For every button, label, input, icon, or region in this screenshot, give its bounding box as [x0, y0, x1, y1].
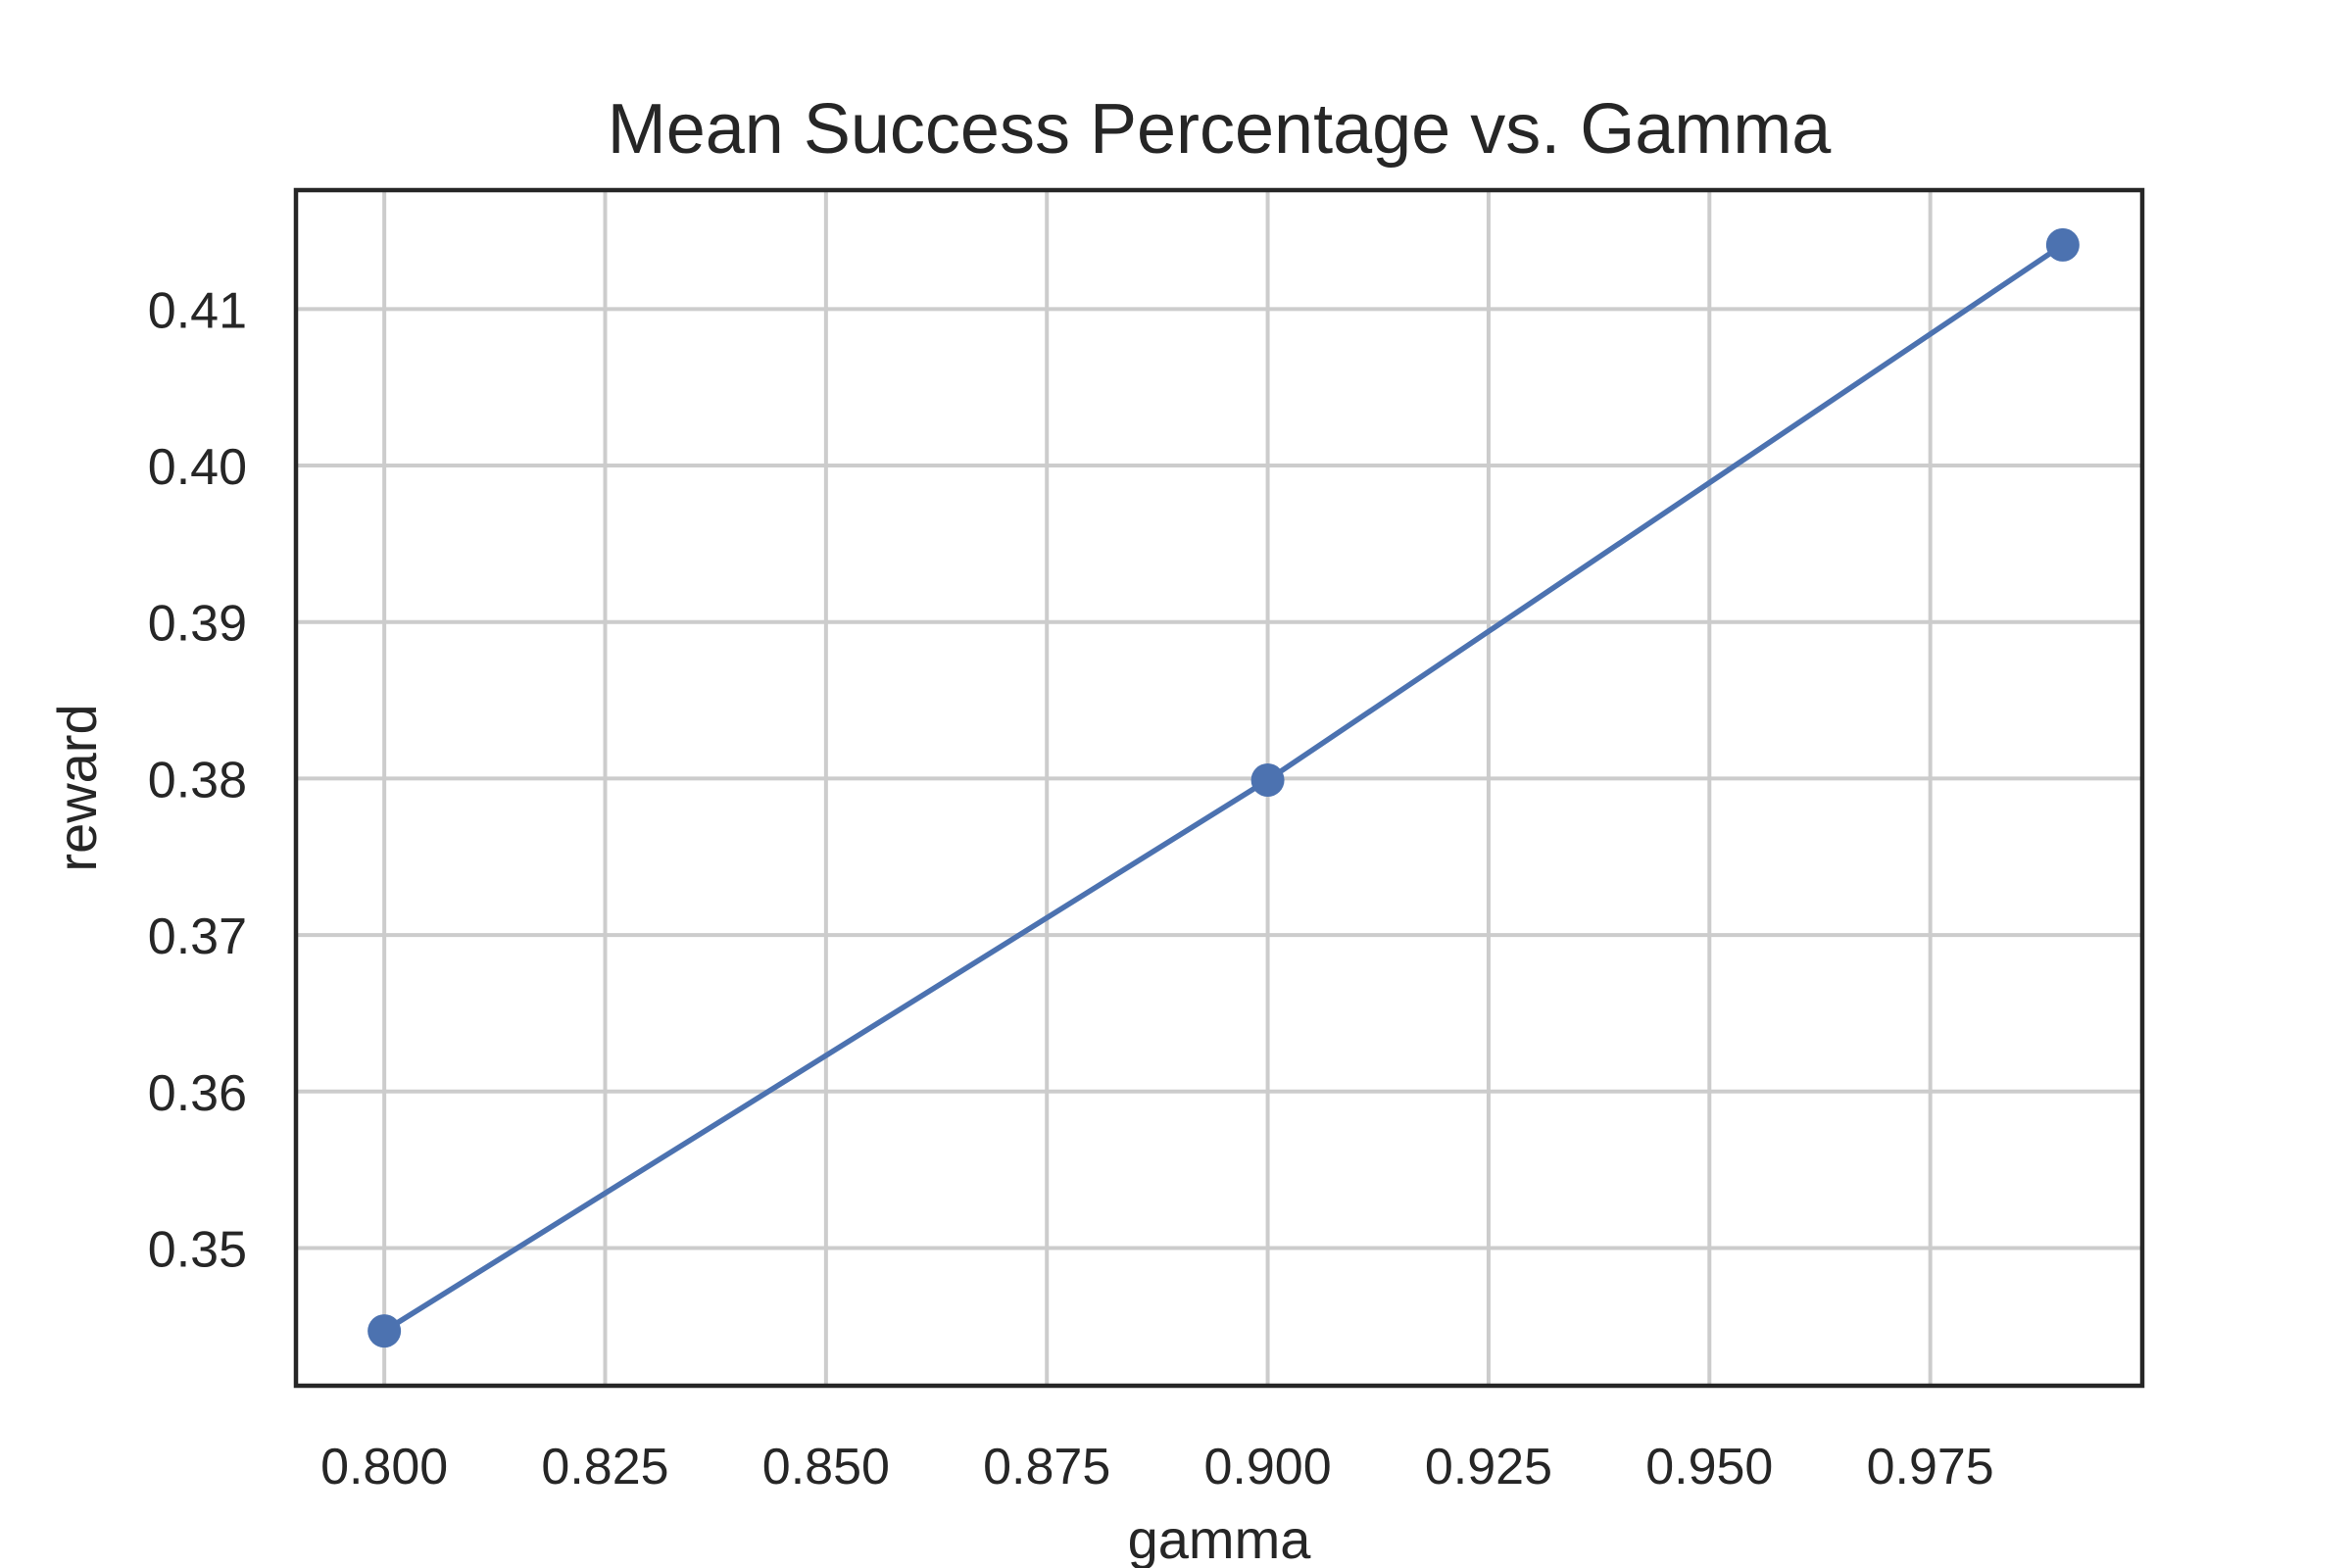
series-line — [381, 242, 2066, 1334]
y-tick-label: 0.41 — [148, 282, 247, 339]
x-tick-label: 0.975 — [1867, 1439, 1994, 1495]
y-axis-label: reward — [46, 704, 108, 871]
y-tick-label: 0.35 — [148, 1221, 247, 1278]
data-point — [368, 1314, 402, 1348]
data-point — [1250, 763, 1285, 798]
x-tick-label: 0.900 — [1204, 1439, 1332, 1495]
y-tick-label: 0.40 — [148, 439, 247, 496]
y-tick-label: 0.38 — [148, 752, 247, 808]
grid — [296, 190, 2142, 1386]
y-axis-ticks: 0.35 0.36 0.37 0.38 0.39 0.40 0.41 — [148, 282, 247, 1278]
x-axis-ticks: 0.800 0.825 0.850 0.875 0.900 0.925 0.950 0.975 — [320, 1439, 1994, 1495]
y-tick-label: 0.37 — [148, 908, 247, 965]
x-tick-label: 0.925 — [1425, 1439, 1552, 1495]
y-tick-label: 0.36 — [148, 1065, 247, 1122]
plot-frame — [293, 187, 2145, 1389]
x-tick-label: 0.850 — [762, 1439, 890, 1495]
chart-title: Mean Success Percentage vs. Gamma — [608, 90, 1832, 169]
series-layer — [368, 227, 2080, 1348]
x-tick-label: 0.825 — [541, 1439, 668, 1495]
x-tick-label: 0.950 — [1645, 1439, 1773, 1495]
y-tick-label: 0.39 — [148, 596, 247, 653]
x-tick-label: 0.875 — [983, 1439, 1110, 1495]
x-axis-label: gamma — [1128, 1508, 1312, 1568]
x-tick-label: 0.800 — [320, 1439, 448, 1495]
data-point — [2045, 227, 2080, 262]
